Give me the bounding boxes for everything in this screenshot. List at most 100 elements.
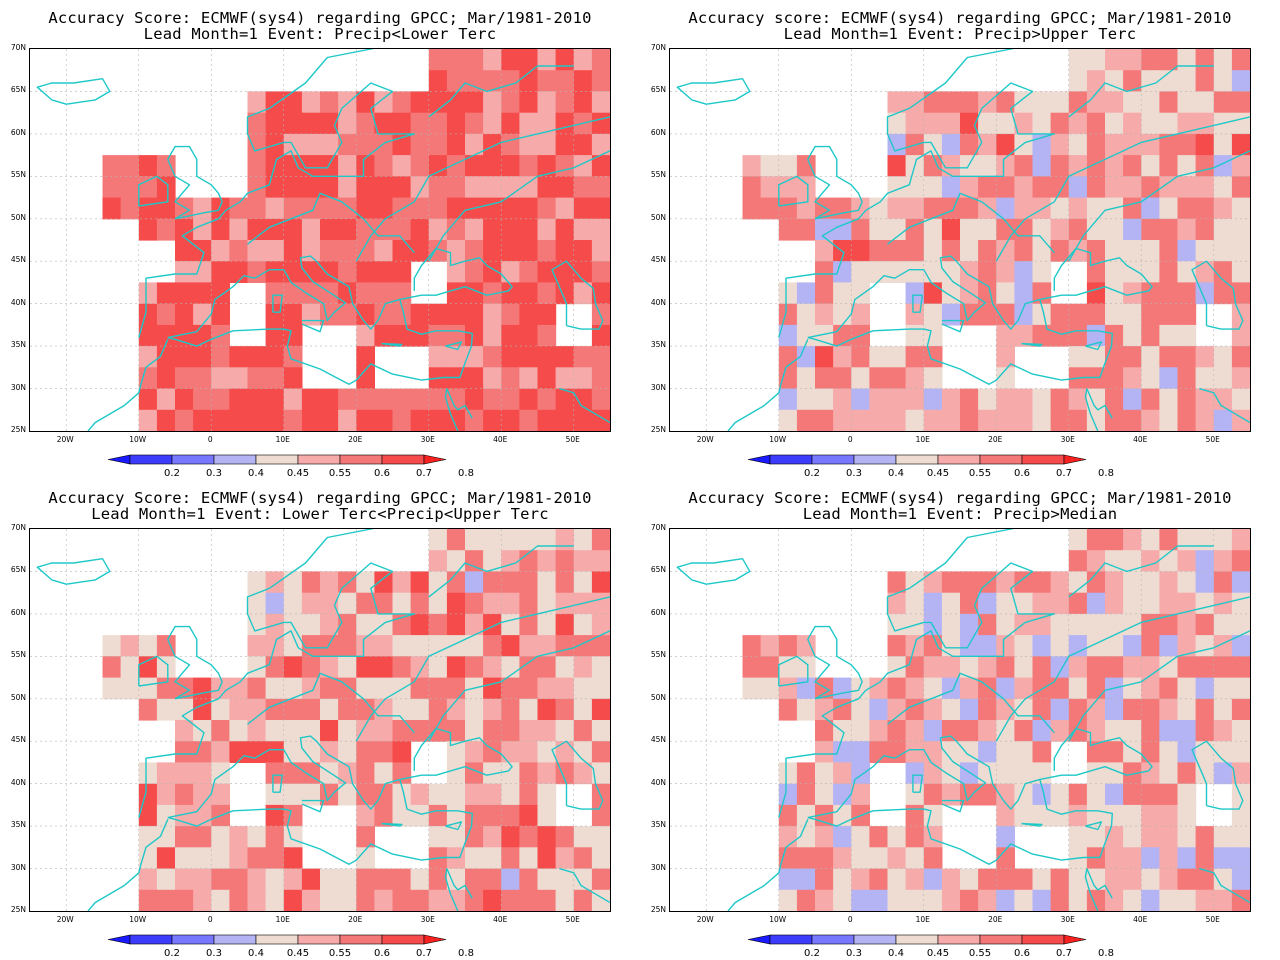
coastline bbox=[807, 727, 1153, 819]
score-cell bbox=[573, 698, 593, 721]
score-cell bbox=[138, 367, 158, 390]
score-cell bbox=[283, 698, 303, 721]
score-cell bbox=[815, 303, 834, 326]
score-cell bbox=[742, 155, 762, 177]
score-cell bbox=[1177, 303, 1197, 326]
score-cell bbox=[1068, 698, 1088, 721]
score-cell bbox=[796, 367, 816, 390]
score-cell bbox=[428, 112, 448, 135]
score-cell bbox=[247, 367, 267, 390]
score-cell bbox=[1195, 656, 1215, 679]
score-cell bbox=[1159, 613, 1179, 636]
score-cell bbox=[1050, 303, 1070, 326]
score-cell bbox=[796, 868, 816, 891]
score-cell bbox=[229, 847, 249, 870]
panel-subtitle: Lead Month=1 Event: Lower Terc<Precip<Up… bbox=[91, 505, 549, 523]
score-cell bbox=[1050, 698, 1070, 721]
score-cell bbox=[851, 409, 870, 431]
score-cell bbox=[1123, 409, 1142, 431]
colorbar-label: 0.7 bbox=[1056, 468, 1072, 479]
score-cell bbox=[1105, 571, 1124, 594]
score-cell bbox=[1195, 677, 1215, 700]
score-cell bbox=[193, 762, 212, 785]
score-cell bbox=[1032, 261, 1052, 283]
score-cell bbox=[483, 155, 502, 177]
coastline bbox=[778, 175, 809, 207]
coastline bbox=[912, 294, 924, 313]
score-cell bbox=[1050, 677, 1070, 700]
score-field bbox=[742, 529, 1250, 911]
colorbar-segment bbox=[297, 454, 341, 465]
score-cell bbox=[573, 388, 593, 411]
score-cell bbox=[483, 889, 502, 911]
score-cell bbox=[356, 324, 375, 347]
score-cell bbox=[283, 218, 303, 241]
score-cell bbox=[428, 91, 448, 114]
score-cell bbox=[591, 592, 610, 615]
score-cell bbox=[1177, 240, 1197, 262]
score-cell bbox=[1086, 783, 1106, 806]
score-cell bbox=[778, 804, 798, 827]
score-cell bbox=[1231, 677, 1250, 700]
score-cell bbox=[923, 741, 943, 763]
score-cell bbox=[573, 613, 593, 636]
score-cell bbox=[537, 197, 557, 220]
score-cell bbox=[483, 635, 502, 657]
score-cell bbox=[138, 783, 158, 806]
score-cell bbox=[1141, 529, 1160, 551]
score-cell bbox=[446, 70, 466, 92]
score-cell bbox=[1123, 889, 1142, 911]
score-cell bbox=[869, 240, 889, 262]
score-cell bbox=[978, 303, 997, 326]
score-cell bbox=[175, 367, 194, 390]
score-cell bbox=[1086, 529, 1106, 551]
score-cell bbox=[156, 324, 176, 347]
score-cell bbox=[193, 388, 212, 411]
score-cell bbox=[465, 720, 484, 742]
score-cell bbox=[1123, 550, 1142, 572]
score-cell bbox=[1105, 720, 1124, 742]
coastline bbox=[138, 175, 169, 207]
score-cell bbox=[1105, 133, 1124, 156]
score-cell bbox=[483, 656, 502, 679]
score-cell bbox=[869, 367, 889, 390]
score-cell bbox=[1195, 826, 1215, 848]
score-cell bbox=[410, 91, 430, 114]
score-cell bbox=[320, 720, 339, 742]
score-cell bbox=[996, 282, 1015, 305]
score-cell bbox=[591, 571, 610, 594]
score-cell bbox=[1141, 218, 1160, 241]
score-cell bbox=[555, 741, 575, 763]
score-cell bbox=[1086, 176, 1106, 199]
score-cell bbox=[1123, 677, 1142, 700]
score-cell bbox=[1177, 91, 1197, 114]
colorbar-segment bbox=[171, 934, 215, 945]
score-cell bbox=[446, 550, 466, 572]
score-cell bbox=[760, 656, 780, 679]
score-cell bbox=[465, 698, 484, 721]
score-cell bbox=[1050, 91, 1070, 114]
score-cell bbox=[338, 261, 357, 283]
score-cell bbox=[301, 409, 321, 431]
score-cell bbox=[1231, 91, 1250, 114]
score-cell bbox=[211, 409, 230, 431]
score-cell bbox=[1231, 868, 1250, 891]
score-cell bbox=[283, 720, 303, 742]
score-cell bbox=[1177, 70, 1197, 92]
coastline bbox=[167, 779, 473, 865]
score-cell bbox=[374, 783, 394, 806]
score-cell bbox=[923, 656, 943, 679]
coastlines bbox=[36, 529, 610, 911]
score-cell bbox=[428, 592, 448, 615]
score-cell bbox=[833, 889, 852, 911]
score-cell bbox=[501, 592, 520, 615]
score-cell bbox=[1123, 133, 1142, 156]
score-cell bbox=[1159, 91, 1179, 114]
score-cell bbox=[960, 720, 979, 742]
score-cell bbox=[283, 261, 303, 283]
coastline bbox=[301, 799, 325, 813]
score-cell bbox=[211, 720, 230, 742]
score-cell bbox=[175, 826, 194, 848]
score-cell bbox=[392, 804, 412, 827]
score-cell bbox=[1105, 240, 1124, 262]
